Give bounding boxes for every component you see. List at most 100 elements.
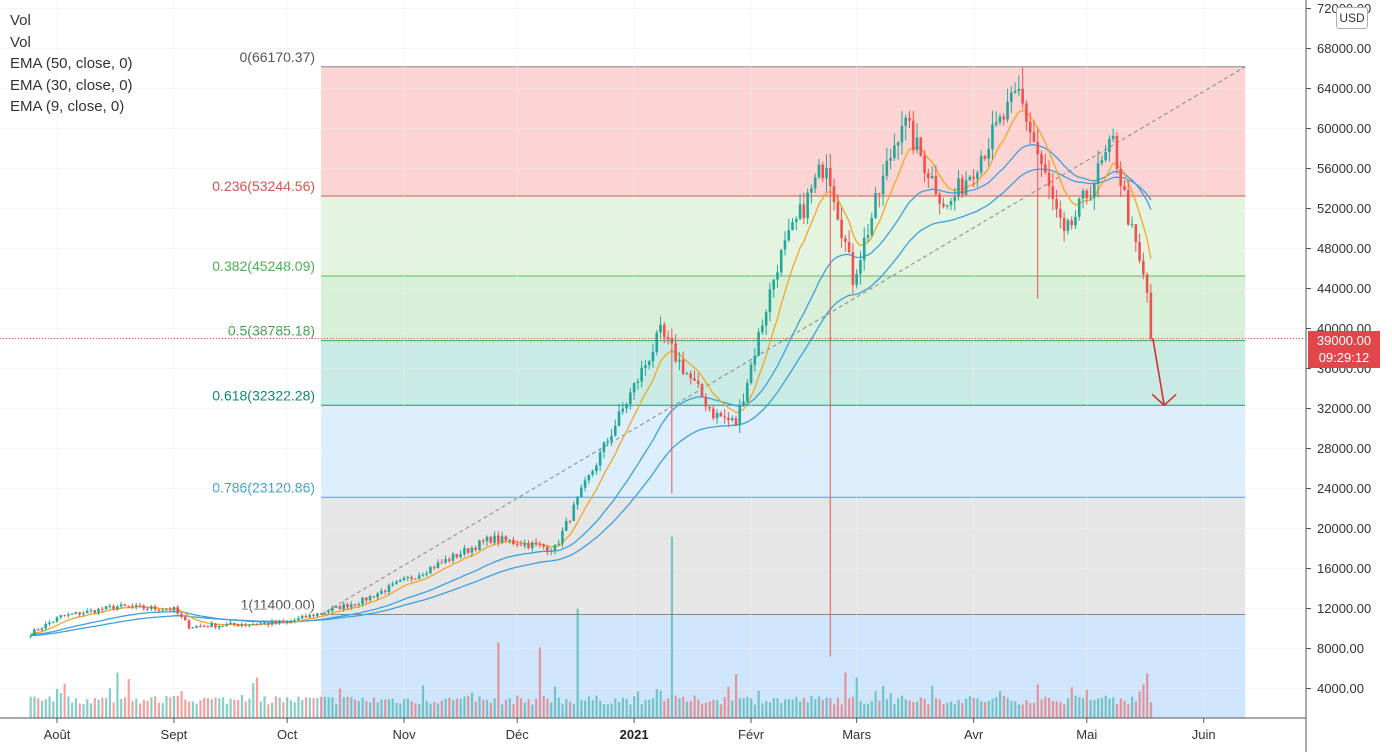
volume-bar [746,696,749,718]
current-price-tag: 39000.00 09:29:12 [1308,331,1380,368]
volume-bar [365,701,368,718]
candle-body [915,137,919,151]
legend-volume-2[interactable]: Vol [10,33,31,51]
volume-bar [448,697,451,718]
candle-body [157,609,161,611]
volume-bar [840,704,843,718]
price-tick-label: 12000.00 [1317,601,1371,616]
volume-bar [342,697,345,718]
time-tick-label: Août [44,727,71,742]
candle-body [432,567,436,569]
candle-body [346,604,349,608]
volume-bar [519,698,523,718]
volume-bar [957,699,960,718]
volume-bar [693,695,696,718]
candle-body [304,615,308,618]
candle-body [893,145,896,159]
volume-bar [335,704,338,718]
candle-body [1111,135,1115,139]
volume-bar [214,697,217,718]
volume-bar [463,696,466,718]
candle-body [787,230,791,241]
volume-bar [531,704,534,718]
volume-bar [369,702,372,718]
price-tick-label: 68000.00 [1317,41,1371,56]
volume-bar [436,703,440,718]
price-tick-label: 8000.00 [1317,641,1364,656]
volume-bar [218,698,221,718]
candle-body [587,474,591,481]
currency-button[interactable]: USD [1336,7,1368,29]
candle-body [338,606,342,610]
candle-body [1006,101,1009,120]
candle-body [549,551,553,553]
volume-bar [663,700,666,718]
candle-body [387,585,391,592]
candle-body [580,487,583,497]
candle-body [104,606,108,610]
volume-bar [576,608,579,718]
legend-ema-9[interactable]: EMA (9, close, 0) [10,98,125,115]
candle-body [960,178,964,195]
candle-body [67,614,70,616]
legend-ema-50[interactable]: EMA (50, close, 0) [10,55,133,72]
candle-body [821,164,825,179]
volume-bar [320,696,323,718]
candle-body [447,559,451,561]
candle-body [1142,260,1145,275]
volume-bar [866,703,870,718]
volume-bar [934,698,938,718]
candle-body [285,621,289,623]
candle-body [930,175,934,179]
legend-ema-30[interactable]: EMA (30, close, 0) [10,76,133,94]
volume-bar [1029,703,1032,718]
volume-bar [387,699,391,718]
volume-bar [1017,704,1021,718]
candle-body [753,355,757,365]
price-tick-label: 60000.00 [1317,121,1371,136]
candle-body [523,543,527,546]
volume-bar [467,695,470,718]
candle-body [51,621,55,623]
legend-volume-1[interactable]: Vol [10,12,31,29]
volume-bar [146,700,149,718]
candle-body [89,610,93,612]
candle-body [553,545,557,552]
candle-body [659,324,662,333]
candle-body [108,606,112,608]
volume-bar [516,695,519,718]
candle-body [153,606,157,610]
candle-body [342,604,345,610]
candle-body [1081,190,1085,199]
candle-body [485,536,489,542]
volume-bar [923,698,926,718]
candle-body [636,381,640,384]
volume-bar [1078,697,1081,718]
volume-bar [900,695,904,718]
candle-body [146,608,149,610]
volume-bar [787,699,790,718]
candle-body [349,604,353,608]
fibonacci-retracement[interactable]: 0(66170.37) 0.236(53244.56) 0.382(45248.09… [212,49,1246,718]
volume-bar [595,695,598,718]
candle-body [1108,138,1111,153]
candle-body [859,260,862,274]
candle-body [625,404,628,409]
volume-bar [750,698,753,718]
volume-bar [233,699,236,718]
fib-zone-4 [321,405,1246,498]
candle-body [583,480,587,488]
volume-bar [927,704,930,718]
volume-bar [244,701,247,718]
volume-bar [312,698,315,718]
candle-body [745,383,749,402]
candle-body [202,625,206,627]
candle-body [138,605,142,607]
volume-bar [863,703,866,718]
volume-bar [1066,698,1070,718]
candle-body [693,378,696,381]
fib-level-label-3: 0.5(38785.18) [228,323,315,339]
candle-body [459,554,462,558]
candle-body [938,194,941,204]
